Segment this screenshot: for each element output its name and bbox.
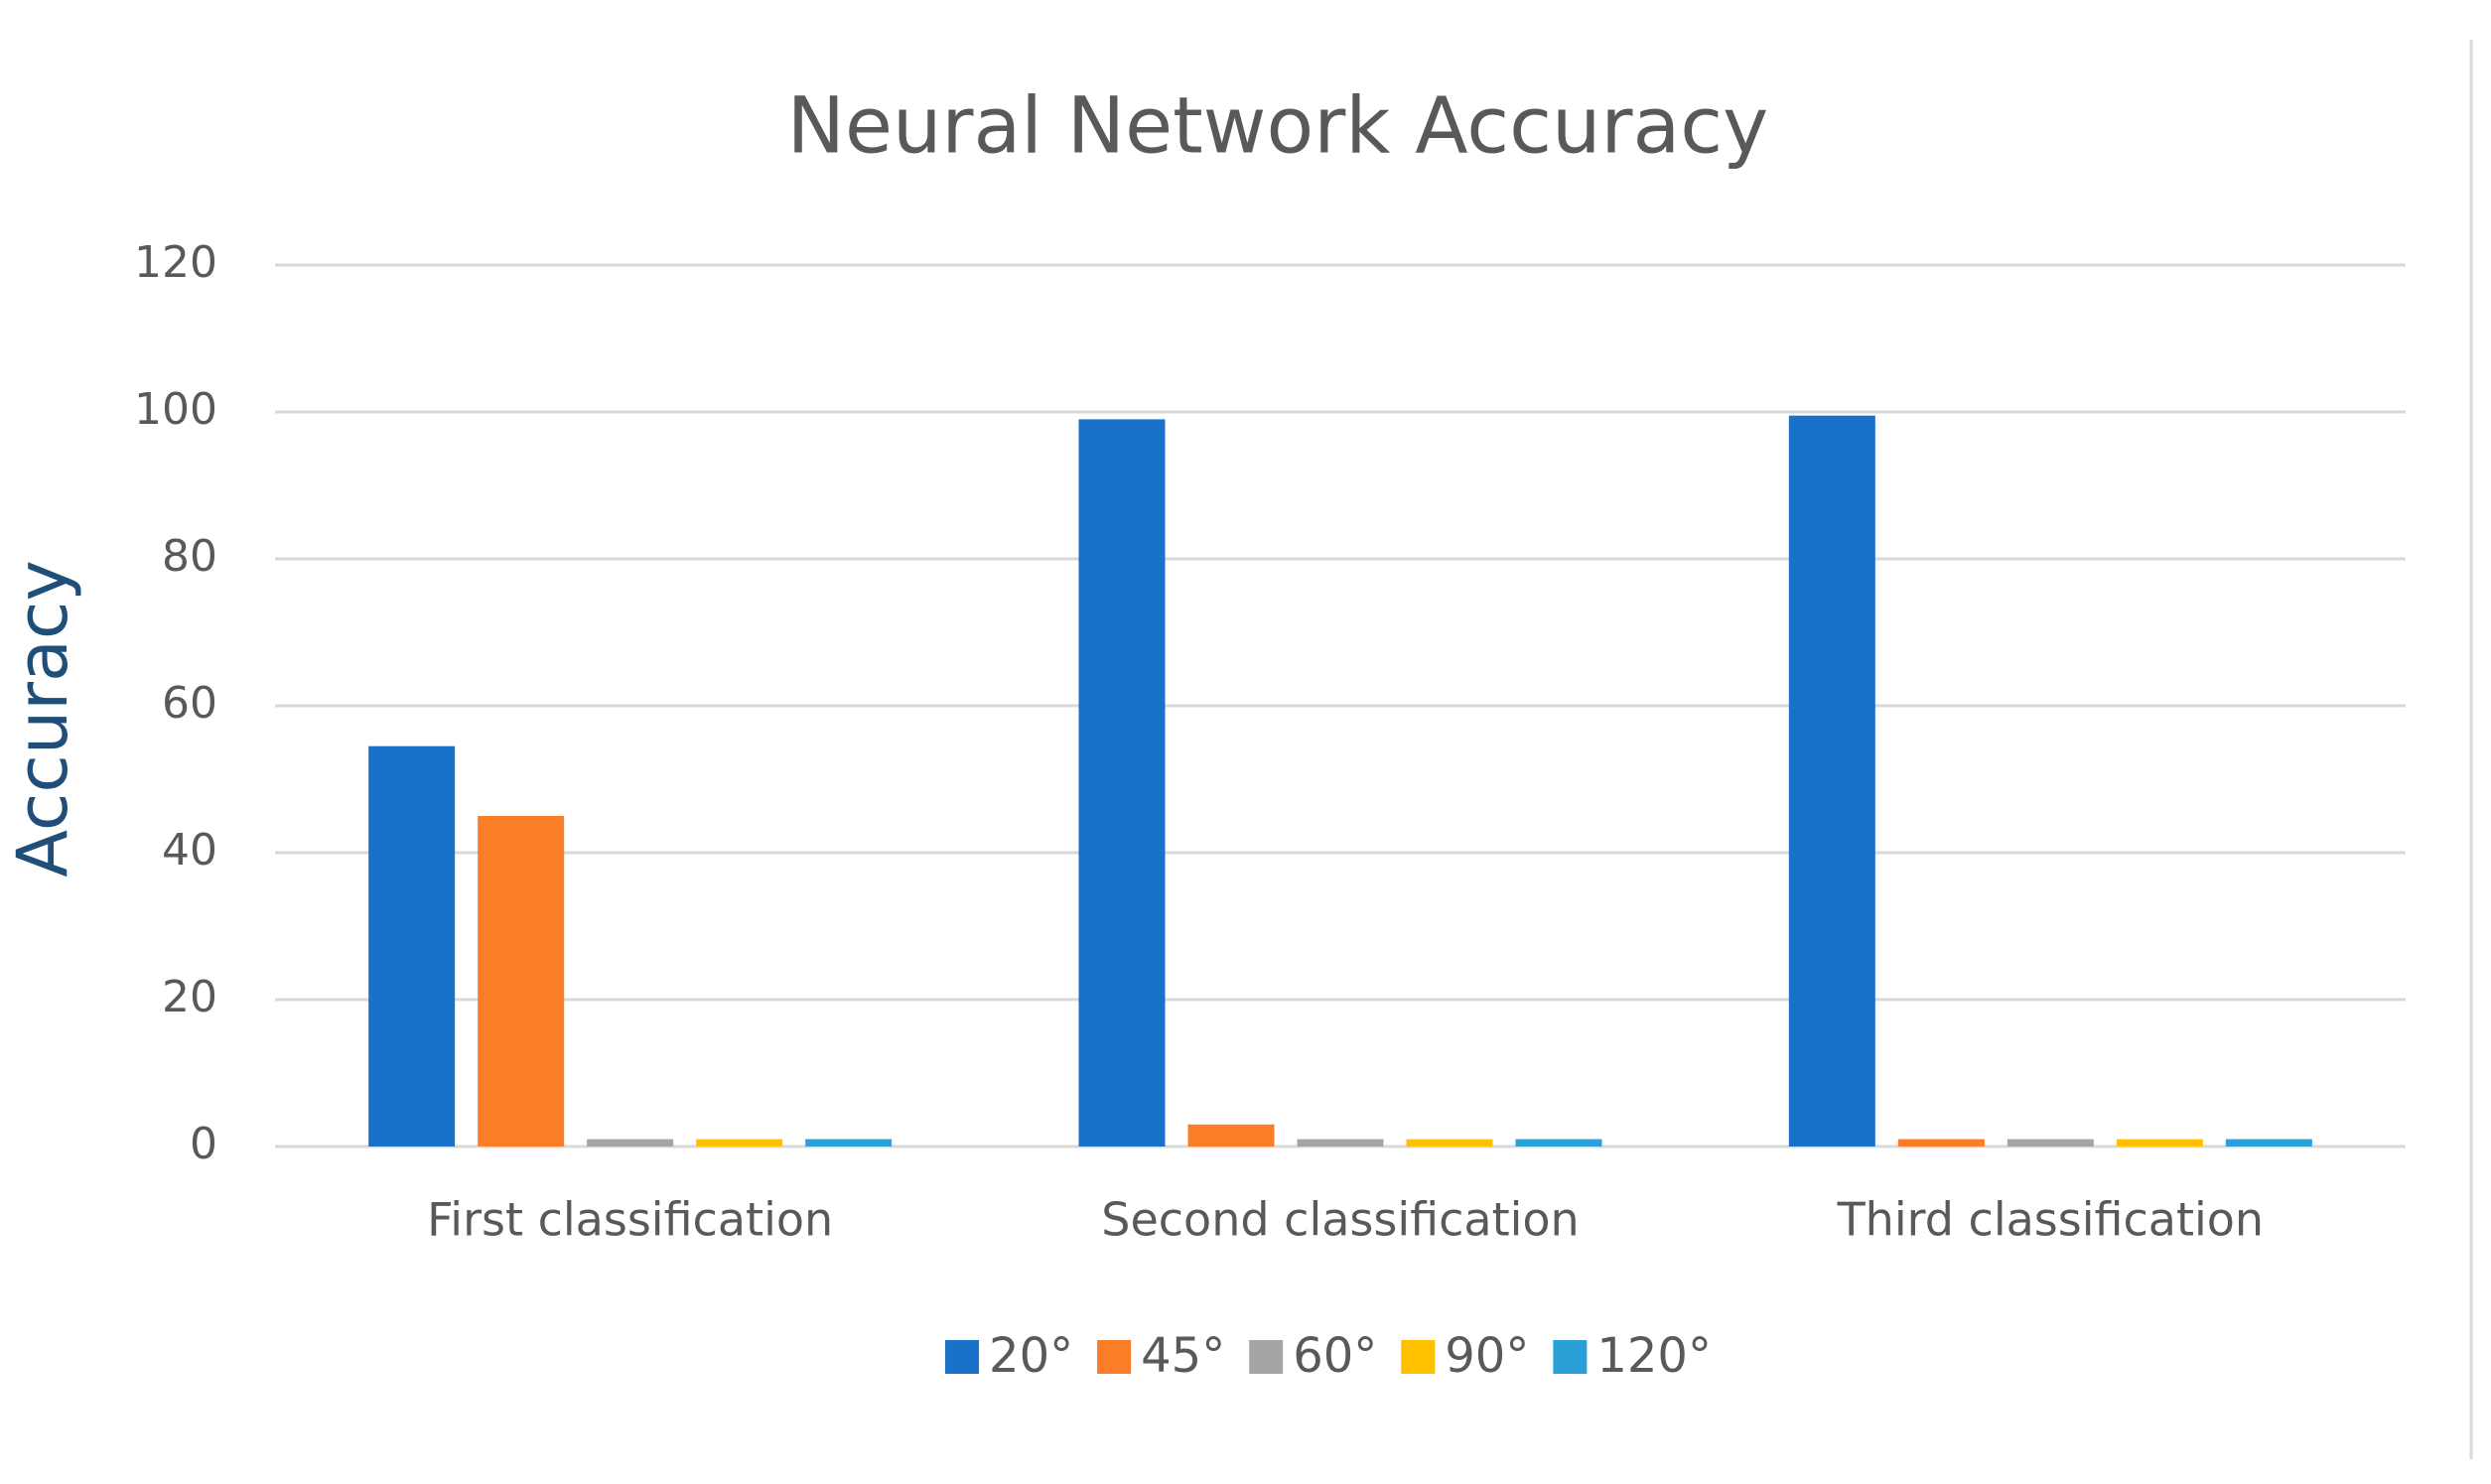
y-tick-label: 100	[134, 384, 217, 435]
chart-title: Neural Network Accuracy	[787, 81, 1769, 171]
y-tick-label: 40	[162, 825, 217, 876]
legend-swatch	[1401, 1340, 1436, 1374]
bar	[587, 1139, 674, 1147]
bar	[1406, 1139, 1493, 1147]
legend-label: 60°	[1293, 1328, 1377, 1384]
bar	[2225, 1139, 2312, 1147]
legend-label: 90°	[1445, 1328, 1529, 1384]
y-axis-label: Accuracy	[2, 560, 83, 877]
bar	[1187, 1124, 1275, 1147]
x-tick-label: First classification	[427, 1193, 833, 1247]
y-tick-label: 120	[134, 237, 217, 288]
legend-label: 120°	[1596, 1328, 1712, 1384]
legend-swatch	[1097, 1340, 1132, 1374]
bar	[1078, 419, 1166, 1147]
bar	[1515, 1139, 1602, 1147]
bar	[478, 816, 565, 1147]
y-tick-label: 80	[162, 531, 217, 582]
legend-swatch	[1249, 1340, 1284, 1374]
bar	[1297, 1139, 1384, 1147]
legend-swatch	[1553, 1340, 1588, 1374]
y-tick-label: 60	[162, 678, 217, 729]
legend-label: 45°	[1141, 1328, 1225, 1384]
bar	[2116, 1139, 2203, 1147]
legend-label: 20°	[989, 1328, 1073, 1384]
x-tick-label: Second classification	[1101, 1193, 1579, 1247]
bar	[368, 745, 456, 1147]
x-tick-label: Third classification	[1837, 1193, 2265, 1247]
y-tick-label: 20	[162, 972, 217, 1022]
bar	[805, 1139, 893, 1147]
bar	[696, 1139, 783, 1147]
bar	[2007, 1139, 2094, 1147]
legend-swatch	[945, 1340, 980, 1374]
bar	[1788, 415, 1875, 1147]
bar	[1897, 1139, 1985, 1147]
y-tick-label: 0	[190, 1119, 217, 1169]
